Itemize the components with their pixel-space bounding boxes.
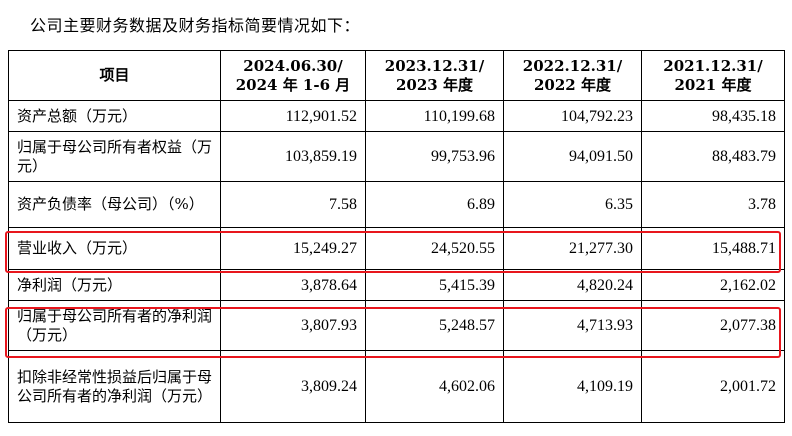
header-2022: 2022.12.31/2022 年度 <box>503 50 642 101</box>
cell-value: 4,820.24 <box>503 269 642 301</box>
cell-value: 4,602.06 <box>365 350 504 423</box>
cell-value: 6.35 <box>503 181 642 228</box>
cell-value: 2,077.38 <box>641 300 785 351</box>
cell-value: 2,162.02 <box>641 269 785 301</box>
row-label: 归属于母公司所有者的净利润（万元） <box>8 300 221 351</box>
cell-value: 6.89 <box>365 181 504 228</box>
page-cutoff <box>0 432 792 436</box>
cell-value: 99,753.96 <box>365 131 504 182</box>
cell-value: 24,520.55 <box>365 227 504 270</box>
financial-table: 项目 2024.06.30/2024 年 1-6 月 2023.12.31/20… <box>8 50 785 423</box>
header-row: 项目 2024.06.30/2024 年 1-6 月 2023.12.31/20… <box>8 50 785 101</box>
cell-value: 4,109.19 <box>503 350 642 423</box>
header-2024h1: 2024.06.30/2024 年 1-6 月 <box>220 50 366 101</box>
table-row: 扣除非经常性损益后归属于母公司所有者的净利润（万元） 3,809.24 4,60… <box>8 350 785 423</box>
header-item: 项目 <box>8 50 221 101</box>
cell-value: 110,199.68 <box>365 100 504 132</box>
table-row: 营业收入（万元） 15,249.27 24,520.55 21,277.30 1… <box>8 227 785 270</box>
row-label: 净利润（万元） <box>8 269 221 301</box>
cell-value: 3,809.24 <box>220 350 366 423</box>
row-label: 营业收入（万元） <box>8 227 221 270</box>
cell-value: 21,277.30 <box>503 227 642 270</box>
cell-value: 94,091.50 <box>503 131 642 182</box>
cell-value: 15,249.27 <box>220 227 366 270</box>
table-row: 净利润（万元） 3,878.64 5,415.39 4,820.24 2,162… <box>8 269 785 301</box>
cell-value: 3,878.64 <box>220 269 366 301</box>
header-2023: 2023.12.31/2023 年度 <box>365 50 504 101</box>
table-row: 资产总额（万元） 112,901.52 110,199.68 104,792.2… <box>8 100 785 132</box>
cell-value: 88,483.79 <box>641 131 785 182</box>
cell-value: 103,859.19 <box>220 131 366 182</box>
table-row: 归属于母公司所有者权益（万元） 103,859.19 99,753.96 94,… <box>8 131 785 182</box>
cell-value: 2,001.72 <box>641 350 785 423</box>
cell-value: 4,713.93 <box>503 300 642 351</box>
cell-value: 104,792.23 <box>503 100 642 132</box>
cell-value: 15,488.71 <box>641 227 785 270</box>
cell-value: 98,435.18 <box>641 100 785 132</box>
cell-value: 7.58 <box>220 181 366 228</box>
row-label: 资产总额（万元） <box>8 100 221 132</box>
cell-value: 5,248.57 <box>365 300 504 351</box>
row-label: 扣除非经常性损益后归属于母公司所有者的净利润（万元） <box>8 350 221 423</box>
cell-value: 5,415.39 <box>365 269 504 301</box>
intro-text: 公司主要财务数据及财务指标简要情况如下： <box>30 16 361 35</box>
cell-value: 3.78 <box>641 181 785 228</box>
row-label: 资产负债率（母公司）（%） <box>8 181 221 228</box>
header-2021: 2021.12.31/2021 年度 <box>641 50 785 101</box>
row-label: 归属于母公司所有者权益（万元） <box>8 131 221 182</box>
cell-value: 3,807.93 <box>220 300 366 351</box>
cell-value: 112,901.52 <box>220 100 366 132</box>
table-row: 归属于母公司所有者的净利润（万元） 3,807.93 5,248.57 4,71… <box>8 300 785 351</box>
table-row: 资产负债率（母公司）（%） 7.58 6.89 6.35 3.78 <box>8 181 785 228</box>
